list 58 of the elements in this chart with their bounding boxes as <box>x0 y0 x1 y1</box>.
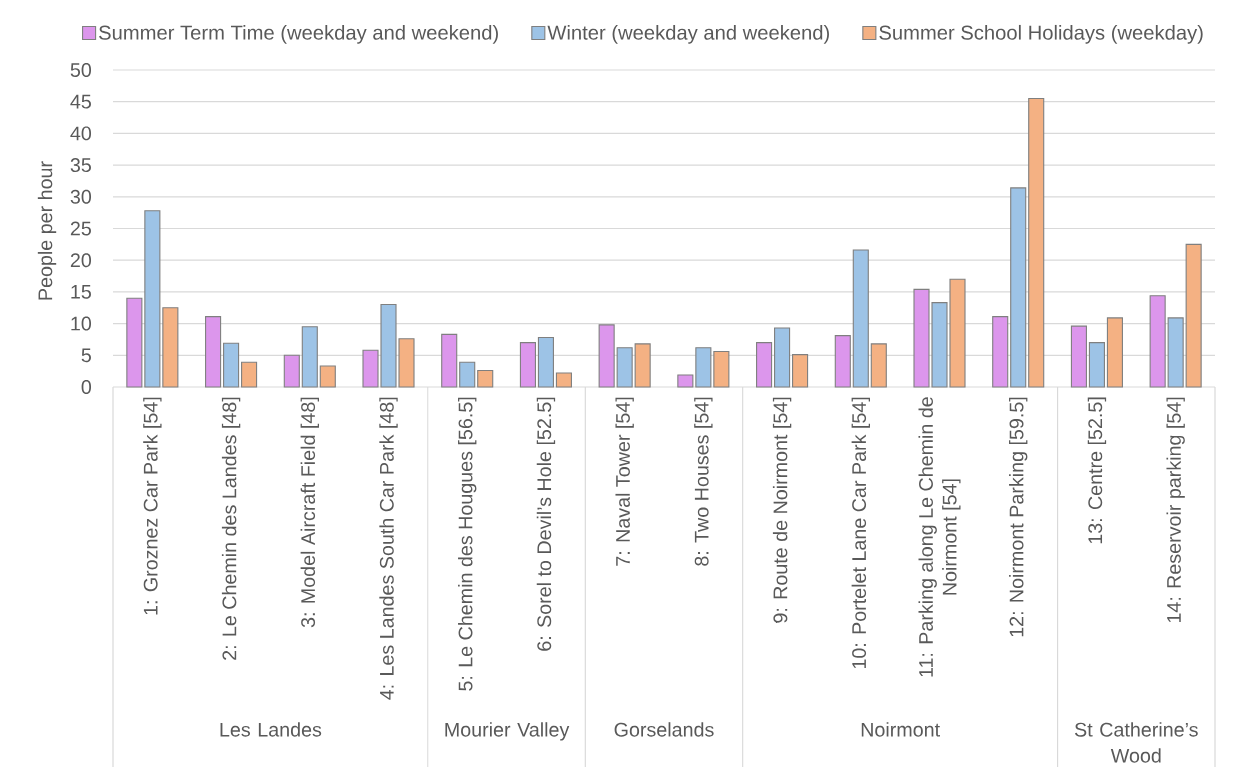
bar <box>441 333 458 388</box>
y-tick-label: 40 <box>70 126 92 141</box>
bar <box>283 354 300 388</box>
bar <box>1106 317 1123 388</box>
x-tick-label: 10: Portelet Lane Car Park [54] <box>851 397 870 669</box>
bar <box>519 342 536 388</box>
text: Mourier Valley <box>445 722 570 741</box>
x-tick-label: 3: Model Aircraft Field [48] <box>300 397 319 628</box>
y-tick-label: 20 <box>70 253 92 268</box>
bar <box>1028 97 1045 388</box>
bar <box>555 372 572 388</box>
bar <box>992 316 1009 388</box>
x-tick-label: 14: Reservoir parking [54] <box>1166 397 1185 623</box>
bar <box>756 342 773 388</box>
y-tick-label: 5 <box>81 348 91 363</box>
y-tick-label: 30 <box>70 189 92 204</box>
y-axis-title: People per hour <box>37 161 57 300</box>
bar <box>852 249 869 388</box>
bar <box>774 327 791 388</box>
y-tick-label: 50 <box>70 63 92 77</box>
legend-label: Winter (weekday and weekend) <box>547 24 829 44</box>
x-tick-label: 8: Two Houses [54] <box>694 397 713 566</box>
x-tick-label: 2: Le Chemin des Landes [48] <box>221 397 241 660</box>
bar <box>241 361 258 388</box>
bar <box>205 316 222 388</box>
x-tick-label: 4: Les Landes South Car Park [48] <box>379 397 398 700</box>
bar <box>792 354 809 388</box>
legend-label: Summer School Holidays (weekday) <box>879 24 1203 44</box>
bar <box>834 335 851 388</box>
bar <box>870 343 887 388</box>
x-tick-label: 1: Groznez Car Park [54] <box>143 397 162 615</box>
bar <box>459 361 476 388</box>
text: Les Landes <box>220 722 322 737</box>
y-tick-label: 25 <box>70 221 91 236</box>
x-tick-label: 12: Noirmont Parking [59.5] <box>1009 397 1028 637</box>
bar <box>301 326 318 388</box>
text: Noirmont <box>861 722 940 737</box>
text: Gorselands <box>614 722 714 737</box>
y-tick-label: 0 <box>81 380 92 394</box>
bar <box>319 365 336 388</box>
bar <box>1010 187 1027 388</box>
bar <box>477 369 494 388</box>
y-tick-label: 15 <box>71 285 91 299</box>
y-tick-label: 45 <box>70 94 91 109</box>
legend-label: Summer Term Time (weekday and weekend) <box>99 24 498 44</box>
x-tick-label: 5: Le Chemin des Hougues [56.5] <box>458 397 477 691</box>
text: St Catherine’s Wood <box>1074 722 1198 763</box>
x-tick-label: 9: Route de Noirmont [54] <box>772 397 792 623</box>
x-tick-label: 6: Sorel to Devil’s Hole [52.5] <box>536 397 556 651</box>
bar <box>223 342 240 388</box>
bar <box>537 336 554 388</box>
x-tick-label: 13: Centre [52.5] <box>1087 397 1107 544</box>
y-tick-label: 35 <box>70 158 91 173</box>
bar <box>1088 342 1105 388</box>
x-tick-label: 11: Parking along Le Chemin de Noirmont [54] <box>918 397 961 677</box>
x-tick-label: 7: Naval Tower [54] <box>615 397 634 566</box>
bar <box>1070 325 1087 388</box>
y-tick-label: 10 <box>71 316 92 331</box>
